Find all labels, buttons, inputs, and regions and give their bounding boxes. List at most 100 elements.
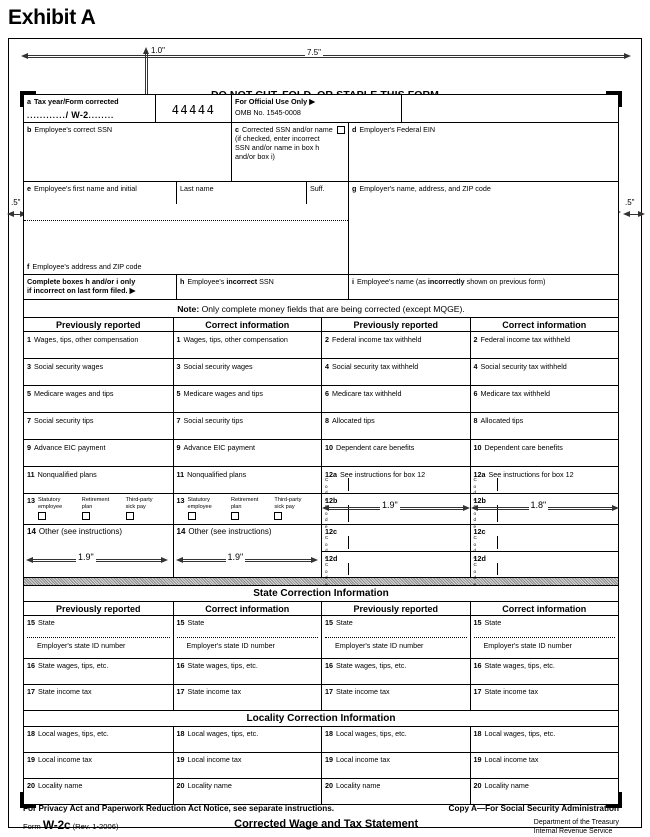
box-e-suffix[interactable]: Suff. — [306, 182, 348, 204]
money-cell-correct-right-4[interactable]: 4 Social security tax withheld — [469, 359, 619, 385]
money-cell-prev-left-5[interactable]: 5 Medicare wages and tips — [24, 386, 173, 412]
box-13-checkbox[interactable] — [125, 512, 134, 521]
box-h-incorrect-ssn[interactable]: h Employee's incorrect SSN — [176, 275, 348, 299]
box-13-checkbox[interactable] — [274, 512, 283, 521]
box-13-checkbox[interactable] — [81, 512, 90, 521]
box-c-corrected-ssn-name[interactable]: c Corrected SSN and/or name (if checked, … — [231, 123, 348, 181]
box-13-correct-information[interactable]: 13 Statutory employee Retirement plan Thir… — [172, 494, 322, 524]
money-cell-prev-right-8[interactable]: 8 Allocated tips — [321, 413, 470, 439]
money-cell-prev-left-7[interactable]: 7 Social security tips — [24, 413, 173, 439]
state-cell-16-col3[interactable]: 16 State wages, tips, etc. — [469, 659, 619, 684]
state-cell-16-col0[interactable]: 16 State wages, tips, etc. — [24, 659, 173, 684]
money-cell-prev-right-4[interactable]: 4 Social security tax withheld — [321, 359, 470, 385]
state-cell-17-col0[interactable]: 17 State income tax — [24, 685, 173, 710]
locality-cell-20-col2[interactable]: 20 Locality name — [321, 779, 470, 804]
locality-cell-19-col0[interactable]: 19 Local income tax — [24, 753, 173, 778]
box-14-correct-information[interactable]: 14 Other (see instructions) — [172, 525, 322, 551]
locality-box-number: 20 — [473, 781, 482, 790]
box-13-statutory-employee-right[interactable]: Statutory employee — [187, 497, 231, 521]
state-cell-17-col1[interactable]: 17 State income tax — [172, 685, 322, 710]
box-13-checkbox[interactable] — [230, 512, 239, 521]
box-13-previously-reported[interactable]: 13 Statutory employee Retirement plan Thir… — [24, 494, 173, 524]
state-cell-16-col2[interactable]: 16 State wages, tips, etc. — [321, 659, 470, 684]
locality-cell-18-col1[interactable]: 18 Local wages, tips, etc. — [172, 727, 322, 752]
box-e-label: Employee's first name and initial — [34, 184, 137, 193]
locality-cell-18-col0[interactable]: 18 Local wages, tips, etc. — [24, 727, 173, 752]
state-cell-16-col1[interactable]: 16 State wages, tips, etc. — [172, 659, 322, 684]
locality-cell-20-col3[interactable]: 20 Locality name — [469, 779, 619, 804]
box-14-previously-reported[interactable]: 14 Other (see instructions) — [24, 525, 173, 551]
locality-cell-19-col2[interactable]: 19 Local income tax — [321, 753, 470, 778]
locality-cell-20-col1[interactable]: 20 Locality name — [172, 779, 322, 804]
locality-cell-18-col3[interactable]: 18 Local wages, tips, etc. — [469, 727, 619, 752]
box-d-employer-ein[interactable]: d Employer's Federal EIN — [348, 123, 618, 181]
money-cell-correct-left-9[interactable]: 9 Advance EIC payment — [172, 440, 322, 466]
box-14-entry-left[interactable]: 1.9" — [24, 551, 173, 577]
money-box-number: 12a — [473, 470, 486, 479]
money-cell-correct-right-2[interactable]: 2 Federal income tax withheld — [469, 332, 619, 358]
money-cell-prev-left-11[interactable]: 11 Nonqualified plans — [24, 467, 173, 493]
state-cell-17-col2[interactable]: 17 State income tax — [321, 685, 470, 710]
state-cell-15-col3[interactable]: 15 State Employer's state ID number — [469, 616, 619, 658]
money-cell-prev-left-9[interactable]: 9 Advance EIC payment — [24, 440, 173, 466]
money-box-label: See instructions for box 12 — [488, 470, 574, 479]
box-g-employer-name-address[interactable]: g Employer's name, address, and ZIP code — [348, 182, 618, 274]
money-cell-correct-left-7[interactable]: 7 Social security tips — [172, 413, 322, 439]
box-13-statutory-employee-left[interactable]: Statutory employee — [38, 497, 82, 521]
money-cell-prev-right-2[interactable]: 2 Federal income tax withheld — [321, 332, 470, 358]
code-letter: e — [473, 523, 477, 529]
form-row-a: a Tax year/Form corrected ............/ W… — [24, 95, 618, 122]
box-i-incorrect-name[interactable]: i Employee's name (as incorrectly shown o… — [348, 275, 618, 299]
money-box-label: Social security tax withheld — [332, 362, 419, 371]
money-cell-prev-right-10[interactable]: 10 Dependent care benefits — [321, 440, 470, 466]
box-a-tax-year[interactable]: a Tax year/Form corrected ............/ W… — [24, 95, 155, 122]
box-c-checkbox[interactable] — [337, 126, 345, 134]
box-b-correct-ssn[interactable]: b Employee's correct SSN — [24, 123, 231, 181]
money-cell-correct-left-1[interactable]: 1 Wages, tips, other compensation — [172, 332, 322, 358]
locality-cell-20-col0[interactable]: 20 Locality name — [24, 779, 173, 804]
box-14-entry-right[interactable]: 1.9" — [172, 551, 322, 577]
state-col-header-2: Previously reported — [321, 602, 470, 615]
money-cell-correct-right-6[interactable]: 6 Medicare tax withheld — [469, 386, 619, 412]
money-cell-prev-left-1[interactable]: 1 Wages, tips, other compensation — [24, 332, 173, 358]
money-cell-correct-left-3[interactable]: 3 Social security wages — [172, 359, 322, 385]
money-box-label: Dependent care benefits — [484, 443, 563, 452]
box-13-third-party-sick-pay-right[interactable]: Third-party sick pay — [274, 497, 317, 521]
money-cell-correct-right-10[interactable]: 10 Dependent care benefits — [469, 440, 619, 466]
state-cell-15-col0[interactable]: 15 State Employer's state ID number — [24, 616, 173, 658]
locality-box-label: Local wages, tips, etc. — [187, 729, 259, 738]
box-e-last-name[interactable]: Last name — [176, 182, 306, 204]
box-e-first-name[interactable]: e Employee's first name and initial — [24, 182, 176, 204]
box-13-checkbox[interactable] — [38, 512, 46, 521]
box-13-retirement-plan-right[interactable]: Retirement plan — [230, 497, 274, 521]
money-box-number: 2 — [473, 335, 478, 344]
box-13-third-party-sick-pay-left[interactable]: Third-party sick pay — [125, 497, 170, 521]
money-cell-prev-left-3[interactable]: 3 Social security wages — [24, 359, 173, 385]
locality-cell-19-col1[interactable]: 19 Local income tax — [172, 753, 322, 778]
money-cell-correct-left-5[interactable]: 5 Medicare wages and tips — [172, 386, 322, 412]
code-letter: d — [325, 517, 328, 523]
box-13-checkbox[interactable] — [187, 512, 196, 521]
state-box-number: 15 — [27, 618, 35, 627]
locality-cell-18-col2[interactable]: 18 Local wages, tips, etc. — [321, 727, 470, 752]
money-cell-prev-right-6[interactable]: 6 Medicare tax withheld — [321, 386, 470, 412]
money-box-number: 8 — [325, 416, 329, 425]
box-13-retirement-plan-left[interactable]: Retirement plan — [81, 497, 126, 521]
box-c-label: Corrected SSN and/or name (if checked, e… — [235, 125, 333, 161]
locality-cell-19-col3[interactable]: 19 Local income tax — [469, 753, 619, 778]
state-cell-15-col2[interactable]: 15 State Employer's state ID number — [321, 616, 470, 658]
state-cell-15-col1[interactable]: 15 State Employer's state ID number — [172, 616, 322, 658]
money-cell-correct-right-8[interactable]: 8 Allocated tips — [469, 413, 619, 439]
state-cell-17-col3[interactable]: 17 State income tax — [469, 685, 619, 710]
box-f-employee-address[interactable]: f Employee's address and ZIP code — [24, 260, 348, 274]
employee-name-entry-area[interactable] — [24, 204, 348, 260]
money-cell-correct-left-11[interactable]: 11 Nonqualified plans — [172, 467, 322, 493]
